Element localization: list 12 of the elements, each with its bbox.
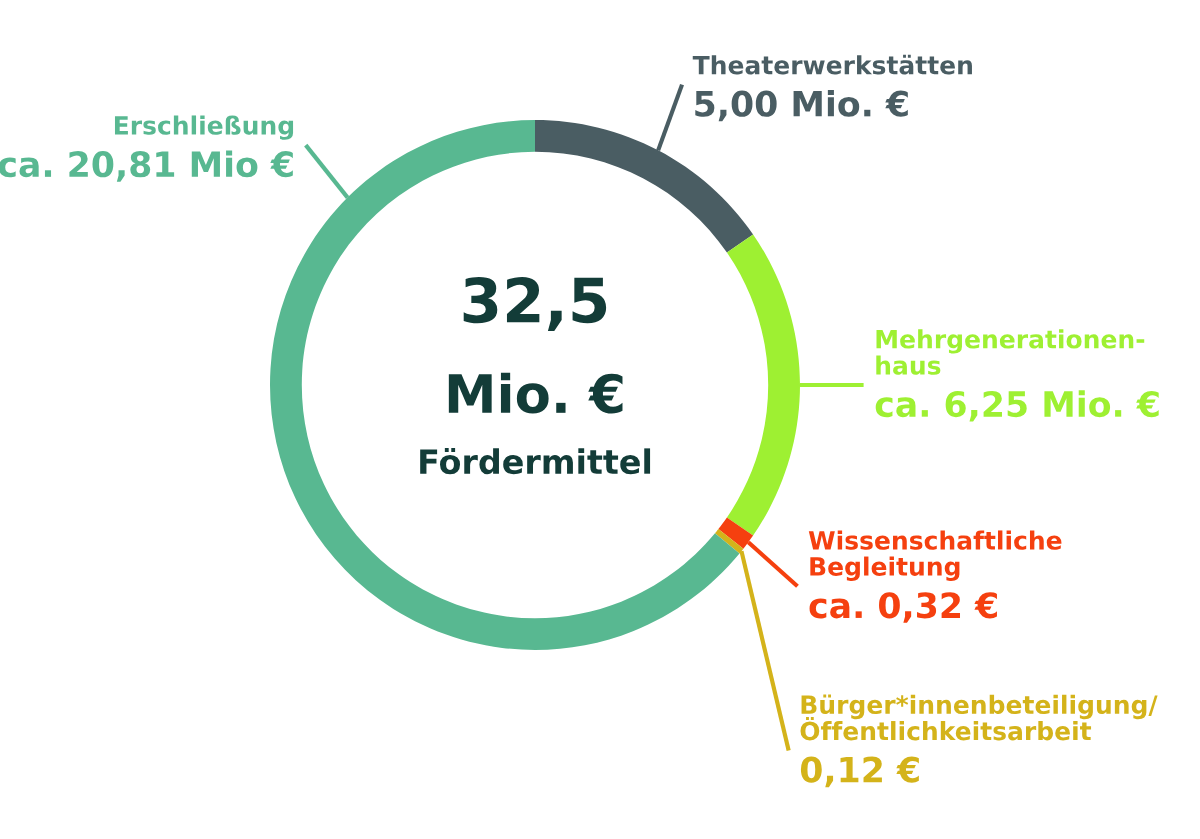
slice-label: Wissenschaftliche Begleitung: [808, 530, 1062, 581]
text: 32,5: [463, 277, 607, 332]
data-label: 5,00 Mio. €: [695, 89, 908, 122]
data-label: 0,12 €: [800, 756, 919, 788]
slice-label: Theaterwerkstätten: [692, 54, 972, 75]
data-label: ca. 0,32 €: [809, 592, 997, 623]
slice-label: Mehrgenerationen- haus: [876, 329, 1145, 375]
text: Fördermittel: [420, 447, 651, 475]
slice-label: Erschließung: [114, 115, 294, 140]
text: Mio. €: [448, 372, 623, 414]
data-label: ca. 6,25 Mio. €: [875, 390, 1159, 422]
slice-label: Bürger*innenbeteiligung/ Öffentlichkeitsarbeit: [800, 694, 1158, 741]
